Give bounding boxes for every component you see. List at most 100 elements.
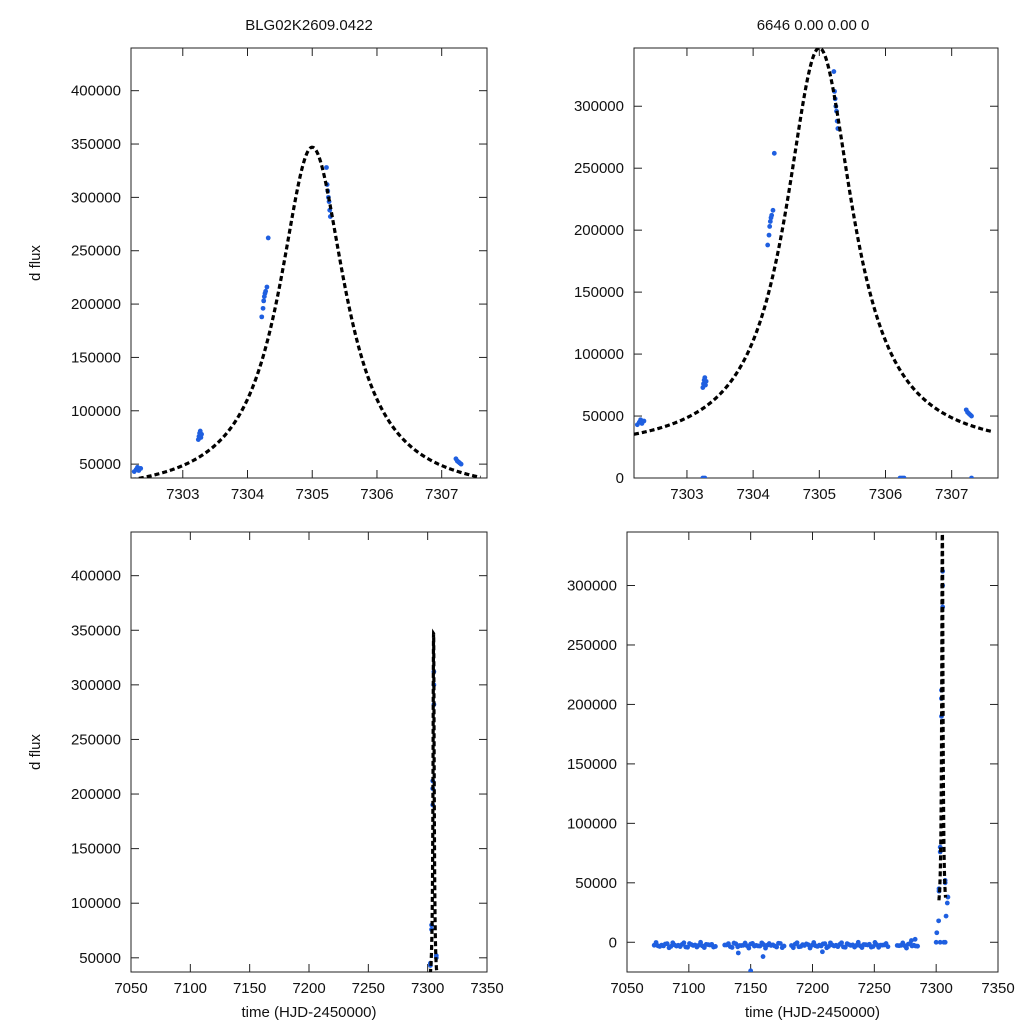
y-tick-label: 200000 (71, 786, 121, 803)
data-point (912, 936, 918, 942)
x-tick-label: 7100 (174, 980, 207, 997)
data-point (458, 461, 464, 467)
y-tick-label: 0 (609, 934, 617, 951)
data-point (685, 944, 690, 950)
x-axis-label: time (HJD-2450000) (745, 1004, 880, 1021)
data-point (969, 475, 974, 478)
data-point (761, 942, 767, 947)
data-point (831, 69, 837, 74)
model-curve (428, 628, 439, 972)
x-tick-label: 7350 (981, 980, 1014, 997)
data-point (729, 945, 735, 950)
data-point (769, 212, 775, 218)
panels: 50000 100000 150000 200000 250000 300000 35000… (27, 47, 1015, 1021)
data-point (702, 375, 708, 381)
data-point (767, 219, 773, 224)
x-tick-label: 7307 (935, 486, 968, 503)
x-tick-label: 7304 (736, 486, 769, 503)
x-tick-label: 7305 (296, 486, 329, 503)
y-tick-label: 150000 (567, 756, 617, 773)
data-point (777, 941, 783, 946)
data-point (826, 944, 831, 949)
x-tick-label: 7150 (233, 980, 266, 997)
x-tick-label: 7150 (734, 980, 767, 997)
x-tick-label: 7200 (292, 980, 325, 997)
y-tick-label: 50000 (79, 456, 121, 473)
x-tick-label: 7250 (352, 980, 385, 997)
x-tick-label: 7250 (858, 980, 891, 997)
data-point (735, 950, 741, 956)
x-tick-label: 7100 (672, 980, 705, 997)
y-tick-label: 300000 (574, 98, 624, 115)
data-point (904, 945, 909, 951)
x-tick-label: 7303 (166, 486, 199, 503)
data-point (933, 939, 939, 945)
y-tick-label: 0 (616, 470, 624, 487)
data-point (760, 954, 766, 959)
data-point (713, 944, 718, 949)
data-point (870, 944, 876, 949)
model-curve (937, 532, 948, 901)
data-point (746, 945, 752, 951)
y-tick-label: 150000 (71, 349, 121, 366)
data-point (324, 165, 329, 170)
data-point (703, 382, 708, 388)
data-point (855, 939, 861, 945)
data-point (819, 949, 825, 955)
x-tick-label: 7305 (803, 486, 836, 503)
y-tick-label: 250000 (567, 637, 617, 654)
data-point (781, 943, 787, 949)
data-point (936, 918, 942, 924)
y-tick-label: 100000 (71, 403, 121, 420)
data-point (794, 940, 800, 946)
data-point (767, 224, 773, 229)
y-tick-label: 300000 (71, 677, 121, 694)
data-point (702, 475, 708, 478)
x-tick-label: 7350 (470, 980, 503, 997)
data-point (901, 475, 907, 478)
y-tick-label: 350000 (71, 136, 121, 153)
y-tick-label: 350000 (71, 622, 121, 639)
title-left: BLG02K2609.0422 (245, 17, 373, 34)
plot-area (131, 145, 481, 478)
x-tick-label: 7304 (231, 486, 264, 503)
data-point (839, 940, 844, 946)
x-tick-label: 7300 (919, 980, 952, 997)
y-tick-label: 100000 (71, 895, 121, 912)
model-curve (132, 145, 481, 478)
data-point (944, 900, 950, 906)
data-point (138, 465, 144, 471)
plot-area (651, 532, 951, 972)
panel-bottom-right: 0 50000 100000 150000 200000 250000 300000 7050… (567, 531, 1015, 1021)
y-tick-label: 200000 (71, 296, 121, 313)
plot-frame (130, 47, 488, 479)
data-point (264, 284, 270, 290)
x-axis-label: time (HJD-2450000) (241, 1004, 376, 1021)
y-tick-label: 50000 (575, 875, 617, 892)
data-point (790, 945, 796, 951)
data-point (265, 235, 271, 241)
y-tick-label: 100000 (574, 346, 624, 363)
data-point (774, 944, 780, 950)
data-point (942, 939, 948, 945)
plot-area (427, 628, 439, 972)
y-tick-label: 300000 (71, 189, 121, 206)
y-tick-label: 400000 (71, 568, 121, 585)
panel-top-left: 50000 100000 150000 200000 250000 300000 35000… (27, 47, 488, 503)
y-tick-label: 250000 (574, 160, 624, 177)
x-tick-label: 7303 (670, 486, 703, 503)
data-point (641, 418, 647, 424)
y-tick-label: 100000 (567, 815, 617, 832)
data-point (259, 314, 265, 320)
data-point (698, 939, 703, 945)
data-point (934, 930, 940, 936)
y-tick-label: 300000 (567, 578, 617, 595)
y-tick-label: 250000 (71, 243, 121, 260)
data-point (969, 413, 974, 419)
data-point (842, 944, 848, 950)
y-tick-label: 200000 (567, 696, 617, 713)
panel-top-right: 0 50000 100000 150000 200000 250000 300000 7303… (574, 47, 999, 503)
data-point (261, 298, 267, 304)
data-point (263, 288, 269, 294)
data-point (668, 944, 674, 949)
